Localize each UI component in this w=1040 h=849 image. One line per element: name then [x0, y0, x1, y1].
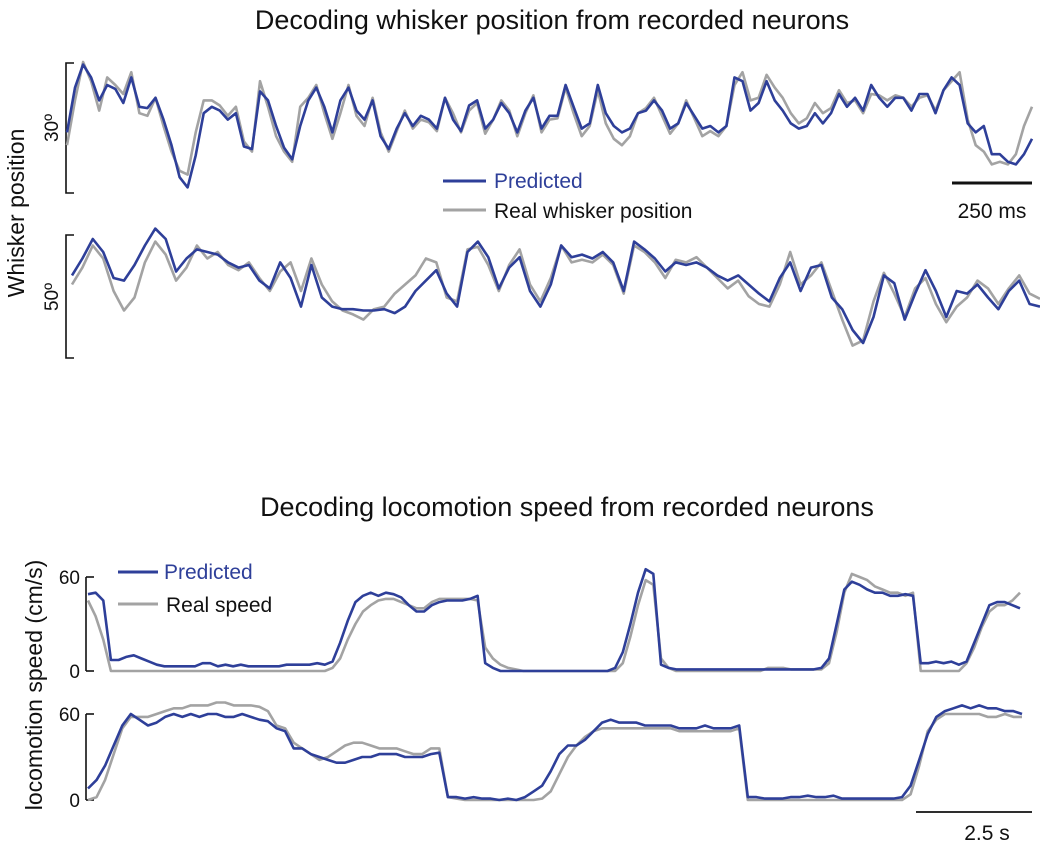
whisker-legend-real: Real whisker position — [494, 200, 692, 223]
speed-2-real-line — [87, 701, 1022, 802]
speed-plot-2 — [87, 701, 1023, 802]
whisker-legend-predicted: Predicted — [494, 170, 583, 193]
whisker-ylabel: Whisker position — [3, 129, 29, 298]
whisker-plot-1 — [65, 60, 1034, 189]
speed-panel-2-axis: 0 60 — [59, 705, 94, 812]
whisker-scale-50deg: 50º — [42, 283, 63, 311]
whisker-panel-2-axis — [65, 234, 74, 359]
whisker-scale-30deg: 30º — [42, 114, 63, 142]
speed-2-predicted-line — [87, 704, 1023, 802]
speed-1-tick-label-60: 60 — [59, 568, 80, 589]
whisker-1-predicted-line — [65, 63, 1034, 189]
speed-plot-1 — [86, 567, 1021, 673]
speed-1-real-line — [86, 572, 1021, 673]
whisker-2-predicted-line — [70, 227, 1040, 345]
speed-2-tick-label-0: 0 — [69, 791, 80, 812]
whisker-time-scalebar-label: 250 ms — [958, 200, 1027, 223]
whisker-plot-2 — [70, 227, 1040, 347]
speed-time-scalebar-label: 2.5 s — [964, 822, 1010, 845]
speed-1-predicted-line — [87, 567, 1021, 673]
speed-legend-predicted: Predicted — [164, 561, 253, 584]
whisker-title: Decoding whisker position from recorded … — [255, 5, 849, 35]
speed-legend-real: Real speed — [166, 594, 272, 617]
speed-title: Decoding locomotion speed from recorded … — [260, 492, 874, 522]
speed-2-tick-label-60: 60 — [59, 705, 80, 726]
speed-ylabel: locomotion speed (cm/s) — [21, 560, 47, 811]
whisker-1-real-line — [65, 60, 1034, 176]
whisker-2-real-line — [70, 240, 1040, 347]
speed-1-tick-label-0: 0 — [69, 662, 80, 683]
whisker-panel-1-axis — [65, 62, 74, 194]
speed-panel-1-axis: 0 60 — [59, 568, 94, 683]
